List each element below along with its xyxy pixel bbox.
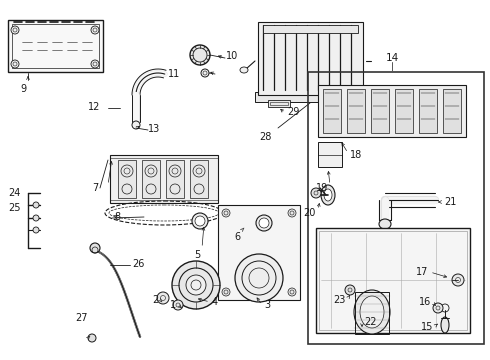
Ellipse shape	[201, 69, 209, 77]
Bar	[268, 100, 290, 107]
Bar	[263, 25, 358, 33]
Ellipse shape	[259, 218, 269, 228]
Bar	[308, 72, 484, 344]
Bar	[371, 89, 389, 133]
Text: 10: 10	[226, 51, 238, 61]
Text: 21: 21	[444, 197, 456, 207]
Text: 26: 26	[132, 259, 145, 269]
Ellipse shape	[11, 60, 19, 68]
Text: 23: 23	[334, 295, 346, 305]
Ellipse shape	[235, 254, 283, 302]
Ellipse shape	[173, 300, 183, 310]
Bar	[190, 160, 208, 198]
Text: 11: 11	[168, 69, 180, 79]
Bar	[316, 228, 470, 333]
Ellipse shape	[222, 288, 230, 296]
Text: 22: 22	[364, 317, 376, 327]
Text: 24: 24	[8, 188, 21, 198]
Bar	[395, 89, 413, 133]
Bar	[166, 160, 184, 198]
Text: 14: 14	[385, 53, 399, 63]
Ellipse shape	[91, 60, 99, 68]
Bar	[347, 89, 365, 133]
Bar	[12, 24, 99, 68]
Text: 9: 9	[20, 84, 26, 94]
Ellipse shape	[132, 121, 140, 129]
Text: 27: 27	[75, 313, 88, 323]
Ellipse shape	[345, 285, 355, 295]
Text: 20: 20	[304, 208, 316, 218]
Ellipse shape	[91, 26, 99, 34]
Bar	[270, 102, 288, 105]
Text: 19: 19	[316, 183, 328, 193]
Ellipse shape	[311, 188, 321, 198]
Text: 13: 13	[148, 124, 160, 134]
Text: 25: 25	[8, 203, 21, 213]
Ellipse shape	[33, 227, 39, 233]
Text: 12: 12	[88, 102, 100, 112]
Text: 17: 17	[416, 267, 428, 277]
Bar	[110, 155, 218, 203]
Bar	[443, 89, 461, 133]
Ellipse shape	[33, 202, 39, 208]
Ellipse shape	[379, 219, 391, 229]
Ellipse shape	[186, 275, 206, 295]
Text: 28: 28	[260, 132, 272, 142]
Bar	[142, 160, 160, 198]
Bar	[318, 142, 342, 167]
Ellipse shape	[288, 288, 296, 296]
Text: 3: 3	[264, 300, 270, 310]
Bar	[255, 92, 366, 102]
Bar	[319, 231, 467, 330]
Text: 6: 6	[234, 232, 240, 242]
Text: 8: 8	[114, 212, 120, 222]
Ellipse shape	[222, 209, 230, 217]
Text: 7: 7	[92, 183, 98, 193]
Ellipse shape	[157, 292, 169, 304]
Text: 15: 15	[420, 322, 433, 332]
Bar	[355, 292, 389, 334]
Ellipse shape	[256, 215, 272, 231]
Bar	[318, 85, 466, 137]
Ellipse shape	[192, 213, 208, 229]
Bar	[218, 205, 300, 300]
Ellipse shape	[172, 261, 220, 309]
Text: 16: 16	[419, 297, 431, 307]
Bar	[258, 22, 363, 95]
Ellipse shape	[354, 290, 390, 334]
Ellipse shape	[360, 296, 384, 328]
Text: 18: 18	[350, 150, 362, 160]
Ellipse shape	[452, 274, 464, 286]
Bar	[8, 20, 103, 72]
Ellipse shape	[321, 185, 335, 205]
Text: 4: 4	[212, 297, 218, 307]
Ellipse shape	[441, 317, 449, 333]
Ellipse shape	[195, 216, 205, 226]
Text: 2: 2	[152, 295, 158, 305]
Ellipse shape	[90, 243, 100, 253]
Ellipse shape	[324, 189, 332, 201]
Ellipse shape	[11, 26, 19, 34]
Ellipse shape	[433, 303, 443, 313]
Ellipse shape	[88, 334, 96, 342]
Ellipse shape	[240, 67, 248, 73]
Bar	[323, 89, 341, 133]
Bar	[419, 89, 437, 133]
Ellipse shape	[190, 45, 210, 65]
Text: 1: 1	[170, 300, 176, 310]
Text: 29: 29	[287, 107, 299, 117]
Text: 5: 5	[194, 250, 200, 260]
Ellipse shape	[33, 215, 39, 221]
Ellipse shape	[288, 209, 296, 217]
Bar	[118, 160, 136, 198]
